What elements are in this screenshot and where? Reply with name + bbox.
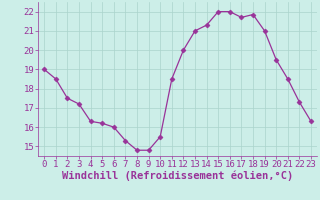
X-axis label: Windchill (Refroidissement éolien,°C): Windchill (Refroidissement éolien,°C) [62,171,293,181]
